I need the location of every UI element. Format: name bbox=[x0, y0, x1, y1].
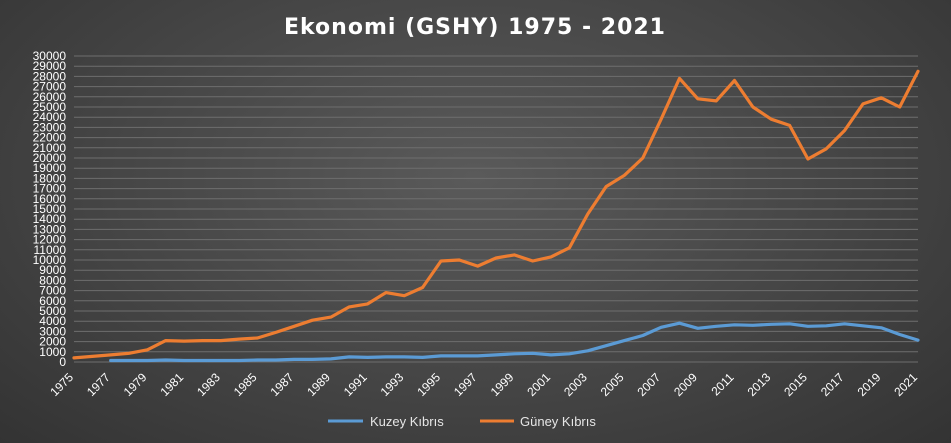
x-tick-label: 1987 bbox=[268, 370, 297, 399]
x-tick-label: 1977 bbox=[84, 370, 113, 399]
y-tick-label: 4000 bbox=[39, 314, 66, 328]
x-tick-label: 1993 bbox=[378, 370, 407, 399]
y-tick-label: 18000 bbox=[33, 171, 67, 185]
x-tick-label: 2011 bbox=[708, 370, 736, 398]
y-tick-label: 14000 bbox=[33, 212, 67, 226]
y-tick-label: 13000 bbox=[33, 222, 67, 236]
y-tick-label: 20000 bbox=[33, 151, 67, 165]
x-tick-label: 1981 bbox=[157, 370, 186, 399]
x-tick-label: 2013 bbox=[745, 370, 774, 399]
y-tick-label: 0 bbox=[59, 355, 66, 369]
y-tick-label: 3000 bbox=[39, 324, 66, 338]
x-tick-label: 1983 bbox=[194, 370, 223, 399]
x-tick-label: 2021 bbox=[891, 370, 920, 399]
y-tick-label: 2000 bbox=[39, 335, 66, 349]
x-tick-label: 2015 bbox=[781, 370, 810, 399]
y-tick-label: 1000 bbox=[39, 345, 66, 359]
y-tick-label: 28000 bbox=[33, 69, 67, 83]
x-tick-label: 1999 bbox=[488, 370, 517, 399]
series-line-0 bbox=[109, 321, 920, 363]
y-axis-ticks: 0100020003000400050006000700080009000100… bbox=[33, 49, 67, 369]
y-tick-label: 29000 bbox=[33, 59, 67, 73]
y-tick-label: 11000 bbox=[34, 243, 67, 257]
x-tick-label: 1995 bbox=[414, 370, 443, 399]
x-tick-label: 1997 bbox=[451, 370, 480, 399]
y-tick-label: 30000 bbox=[33, 49, 67, 63]
x-axis-ticks: 1975 1977 1979 1981 1983 1985 1987 1989 1991 1993… bbox=[47, 370, 920, 399]
y-tick-label: 22000 bbox=[33, 131, 67, 145]
y-tick-label: 24000 bbox=[33, 110, 67, 124]
y-tick-label: 19000 bbox=[33, 161, 67, 175]
y-tick-label: 25000 bbox=[33, 100, 67, 114]
x-tick-label: 2019 bbox=[855, 370, 884, 399]
y-tick-label: 10000 bbox=[33, 253, 67, 267]
legend: Kuzey Kıbrıs Güney Kıbrıs bbox=[328, 414, 596, 429]
y-tick-label: 12000 bbox=[33, 233, 67, 247]
x-tick-label: 2001 bbox=[524, 370, 553, 399]
x-tick-label: 1975 bbox=[47, 370, 76, 399]
y-tick-label: 26000 bbox=[33, 90, 67, 104]
y-tick-label: 8000 bbox=[39, 273, 66, 287]
y-tick-label: 15000 bbox=[33, 202, 67, 216]
x-tick-label: 1985 bbox=[231, 370, 260, 399]
y-tick-label: 6000 bbox=[39, 294, 66, 308]
x-tick-label: 2009 bbox=[671, 370, 700, 399]
y-tick-label: 21000 bbox=[33, 141, 67, 155]
y-tick-label: 23000 bbox=[33, 120, 67, 134]
x-tick-label: 2007 bbox=[634, 370, 663, 399]
y-tick-label: 7000 bbox=[39, 284, 66, 298]
x-tick-label: 2017 bbox=[818, 370, 847, 399]
y-tick-label: 27000 bbox=[33, 80, 67, 94]
legend-label-kuzey: Kuzey Kıbrıs bbox=[370, 414, 444, 429]
y-tick-label: 16000 bbox=[33, 192, 67, 206]
x-tick-label: 1979 bbox=[121, 370, 150, 399]
x-tick-label: 2005 bbox=[598, 370, 627, 399]
chart-title: Ekonomi (GSHY) 1975 - 2021 bbox=[284, 15, 666, 40]
legend-label-guney: Güney Kıbrıs bbox=[520, 414, 596, 429]
x-tick-label: 1991 bbox=[341, 370, 370, 399]
x-tick-label: 2003 bbox=[561, 370, 590, 399]
series-layer bbox=[72, 69, 920, 363]
grid-layer bbox=[74, 55, 918, 363]
y-tick-label: 5000 bbox=[39, 304, 66, 318]
x-tick-label: 1989 bbox=[304, 370, 333, 399]
series-line-1 bbox=[72, 69, 920, 360]
y-tick-label: 9000 bbox=[39, 263, 66, 277]
y-tick-label: 17000 bbox=[33, 182, 67, 196]
